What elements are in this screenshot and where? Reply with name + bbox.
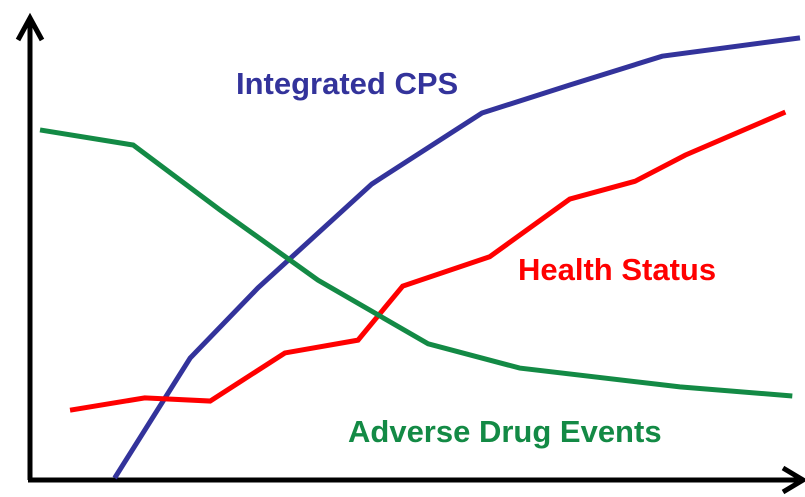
series-line (69, 109, 787, 413)
axes (15, 12, 805, 495)
series-line (112, 35, 801, 480)
series-label: Adverse Drug Events (348, 414, 662, 449)
series-line (39, 127, 793, 399)
series-label: Health Status (518, 252, 716, 287)
y-axis-arrow (15, 12, 45, 42)
series-label: Integrated CPS (236, 66, 458, 101)
x-axis-arrow (781, 465, 805, 495)
